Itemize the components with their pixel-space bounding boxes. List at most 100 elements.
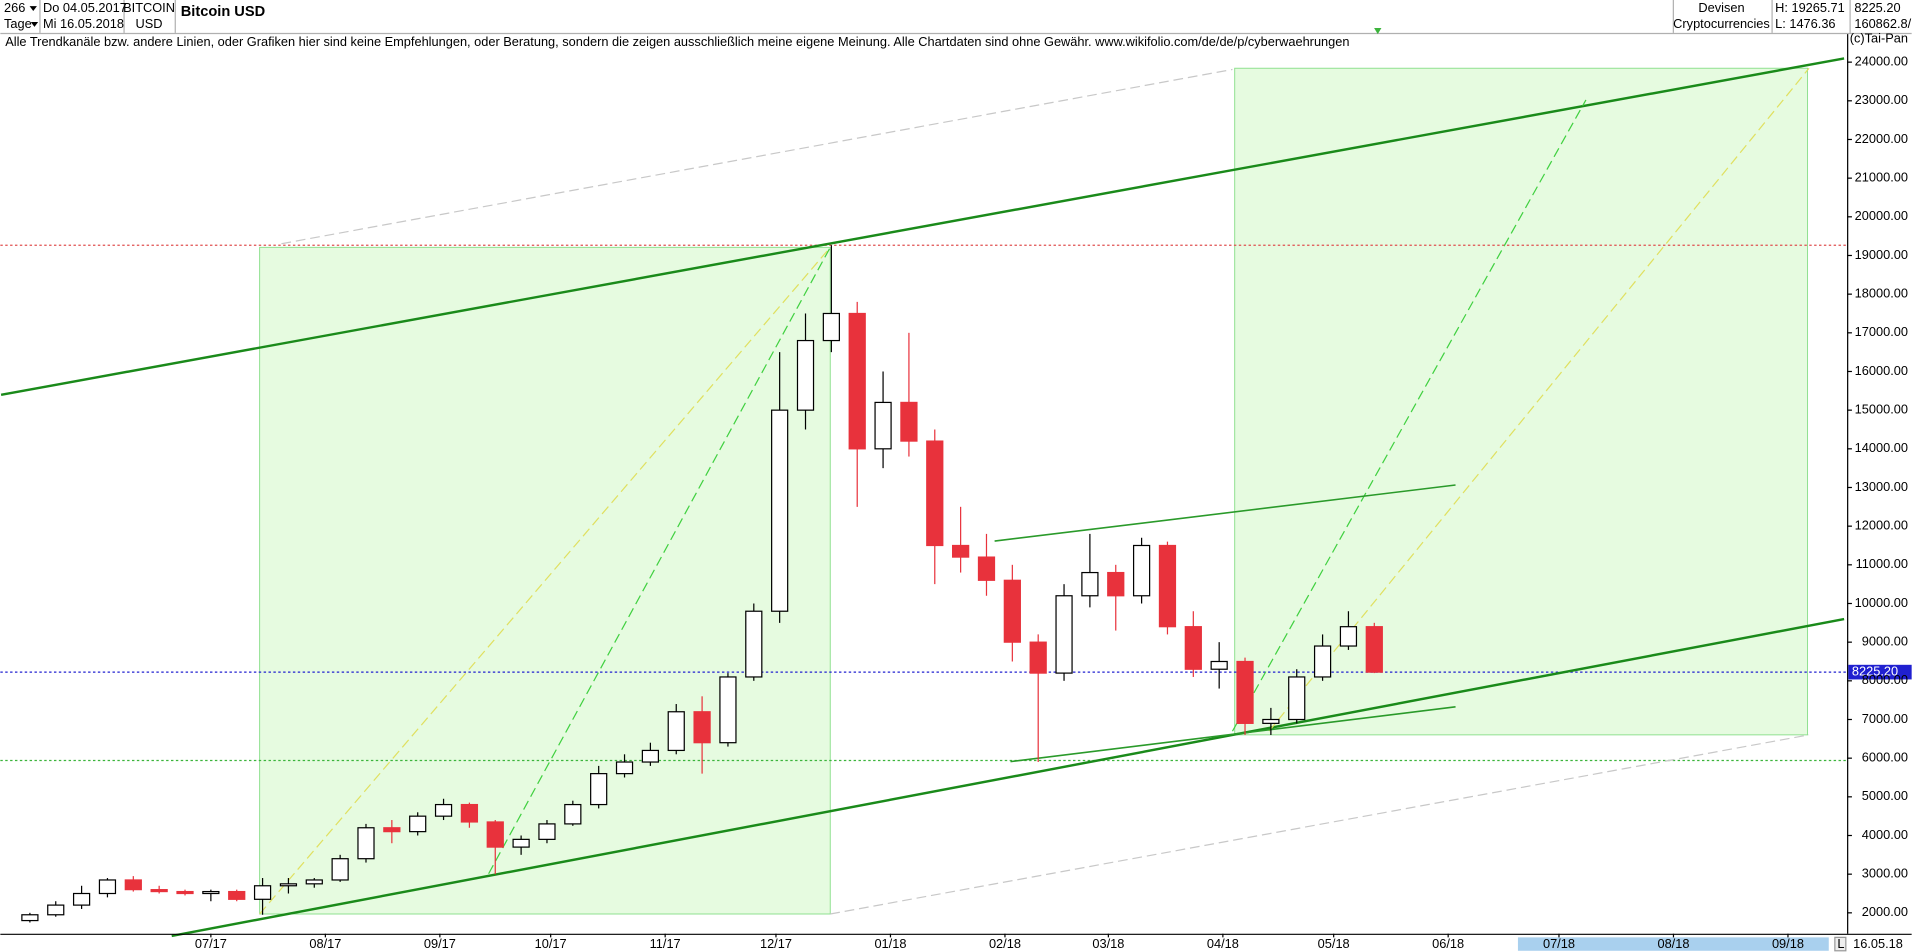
x-tick-label: 03/18 [1092, 936, 1124, 951]
x-tick-label: 07/17 [195, 936, 227, 951]
candle-body [202, 890, 220, 895]
candle-body [21, 914, 39, 922]
date-to: Mi 16.05.2018 [43, 16, 124, 31]
y-tick-label: 8000.00 [1862, 672, 1908, 687]
scroll-button[interactable] [1834, 936, 1847, 952]
x-tick-label: 12/17 [760, 936, 792, 951]
candle-body [409, 815, 427, 833]
trend-line [994, 484, 1456, 542]
candle-body [124, 879, 142, 891]
candle-body [150, 889, 168, 893]
candle-body [822, 312, 840, 342]
x-tick-label: 07/18 [1543, 936, 1575, 951]
candle-body [745, 610, 763, 678]
scrollbar[interactable] [1517, 937, 1829, 951]
x-tick-label: 10/17 [535, 936, 567, 951]
plot-area [0, 57, 1848, 938]
candle-body [1029, 641, 1047, 674]
dropdown-arrow[interactable] [29, 6, 37, 11]
candle-body [176, 890, 194, 895]
candle-body [796, 339, 815, 411]
candle-body [667, 711, 685, 752]
candle-body [383, 827, 401, 833]
trend-line [1010, 706, 1456, 763]
trend-line [830, 734, 1810, 915]
y-tick-label: 4000.00 [1862, 827, 1908, 842]
subgroup: Cryptocurrencies [1673, 16, 1770, 31]
y-tick-label: 10000.00 [1855, 595, 1908, 610]
x-tick-label: 04/18 [1207, 936, 1239, 951]
candle-body [228, 890, 246, 900]
candle-body [1313, 645, 1332, 678]
trend-line [0, 57, 1845, 397]
candle-body [253, 885, 272, 900]
candle-body [1262, 718, 1280, 724]
end-date: 16.05.18 [1853, 936, 1903, 951]
x-tick-label: 11/17 [650, 936, 681, 951]
low: L: 1476.36 [1775, 16, 1835, 31]
y-tick-label: 14000.00 [1855, 440, 1908, 455]
y-tick-label: 23000.00 [1855, 92, 1908, 107]
candle-body [434, 803, 453, 817]
last: 8225.20 [1854, 0, 1900, 15]
volume: 160862.8/ [1854, 16, 1911, 31]
period: Tage [4, 16, 32, 31]
y-tick-label: 21000.00 [1855, 170, 1908, 185]
candle-body [848, 312, 866, 450]
dropdown-arrow[interactable] [30, 21, 39, 27]
y-tick-label: 13000.00 [1855, 479, 1908, 494]
count: 266 [4, 0, 25, 15]
candle-body [1081, 571, 1099, 597]
candle-body [1003, 579, 1021, 643]
chart-title: Bitcoin USD [181, 4, 265, 20]
y-tick-label: 7000.00 [1862, 711, 1908, 726]
candle-body [1055, 595, 1073, 674]
candle-body [486, 821, 504, 848]
x-tick-label: 08/17 [309, 936, 341, 951]
candle-body [460, 803, 479, 823]
candle-body [512, 838, 530, 848]
candle-body [1210, 660, 1228, 670]
candle-body [1107, 571, 1125, 597]
x-tick-label: 01/18 [874, 936, 906, 951]
candle-body [1365, 626, 1383, 673]
candle-body [538, 823, 556, 840]
x-tick-label: 05/18 [1318, 936, 1350, 951]
trend-line [281, 68, 1233, 245]
candle-body [590, 773, 608, 806]
y-tick-label: 9000.00 [1862, 634, 1908, 649]
candle-body [357, 827, 375, 860]
trend-line [1268, 67, 1810, 732]
zone-box [1234, 67, 1809, 736]
copyright: (c)Tai-Pan [1850, 30, 1908, 45]
candle-body [279, 883, 298, 887]
candle-body [1339, 626, 1358, 647]
y-tick-label: 6000.00 [1862, 750, 1908, 765]
y-tick-label: 2000.00 [1862, 904, 1908, 919]
candle-body [564, 803, 582, 825]
candle-body [72, 892, 91, 906]
trend-line [488, 247, 831, 875]
y-tick-label: 5000.00 [1862, 788, 1908, 803]
candle-body [693, 711, 711, 744]
candle-body [641, 749, 660, 763]
x-tick-label: 02/18 [989, 936, 1021, 951]
y-tick-label: 18000.00 [1855, 286, 1908, 301]
high: H: 19265.71 [1775, 0, 1845, 15]
candle-body [900, 401, 918, 442]
y-tick-label: 3000.00 [1862, 866, 1908, 881]
candle-body [771, 409, 789, 612]
y-tick-label: 24000.00 [1855, 54, 1908, 69]
y-tick-label: 22000.00 [1855, 131, 1908, 146]
y-tick-label: 19000.00 [1855, 247, 1908, 262]
candle-body [952, 544, 970, 558]
trend-line [171, 617, 1845, 938]
header: 266 Tage Do 04.05.2017 Mi 16.05.2018 BIT… [0, 0, 1912, 35]
y-tick-label: 16000.00 [1855, 363, 1908, 378]
y-tick-label: 15000.00 [1855, 402, 1908, 417]
candle-body [874, 401, 892, 450]
scroll-label[interactable]: L [1837, 936, 1844, 951]
x-tick-label: 09/17 [424, 936, 456, 951]
